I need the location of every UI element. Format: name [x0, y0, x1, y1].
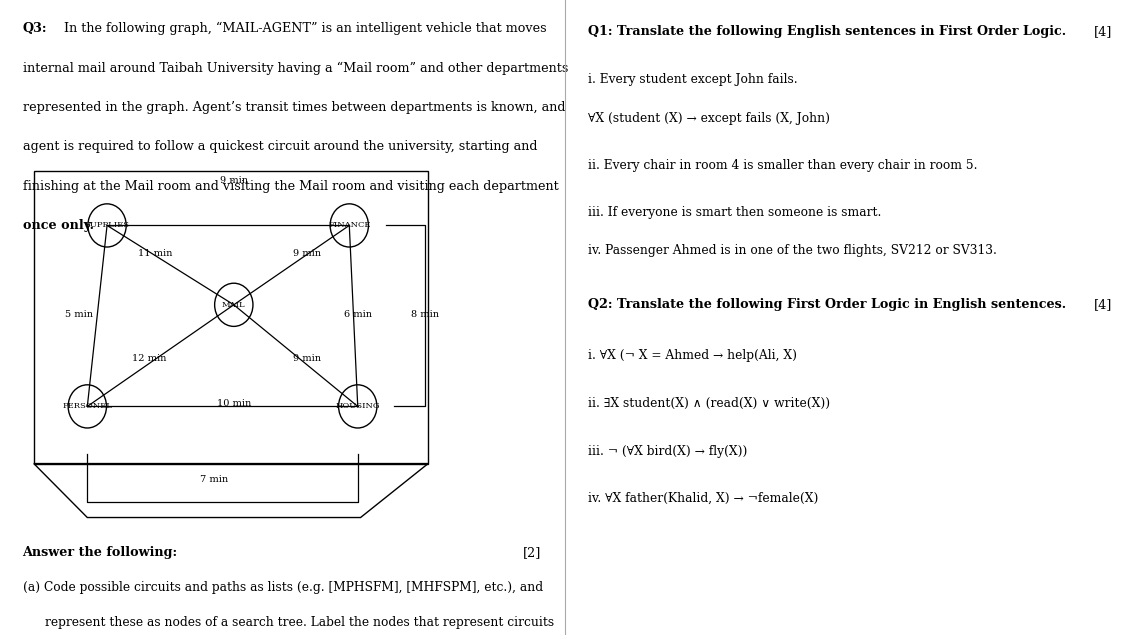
Text: once only.: once only.: [23, 219, 94, 232]
Text: agent is required to follow a quickest circuit around the university, starting a: agent is required to follow a quickest c…: [23, 140, 537, 153]
Text: internal mail around Taibah University having a “Mail room” and other department: internal mail around Taibah University h…: [23, 62, 568, 75]
Text: 9 min: 9 min: [294, 354, 321, 363]
Circle shape: [215, 283, 253, 326]
Text: represent these as nodes of a search tree. Label the nodes that represent circui: represent these as nodes of a search tre…: [45, 616, 554, 629]
Text: Answer the following:: Answer the following:: [23, 546, 177, 559]
Text: ∀X (student (X) → except fails (X, John): ∀X (student (X) → except fails (X, John): [588, 112, 830, 125]
Circle shape: [339, 385, 377, 428]
Text: Q2: Translate the following First Order Logic in English sentences.: Q2: Translate the following First Order …: [588, 298, 1066, 311]
Text: ii. ∃X student(X) ∧ (read(X) ∨ write(X)): ii. ∃X student(X) ∧ (read(X) ∨ write(X)): [588, 397, 830, 410]
Text: SUPPLIES: SUPPLIES: [85, 222, 130, 229]
Text: 10 min: 10 min: [217, 399, 251, 408]
Text: i. Every student except John fails.: i. Every student except John fails.: [588, 73, 798, 86]
Text: iii. If everyone is smart then someone is smart.: iii. If everyone is smart then someone i…: [588, 206, 882, 219]
Text: PERSONEL: PERSONEL: [62, 403, 112, 410]
Text: In the following graph, “MAIL-AGENT” is an intelligent vehicle that moves: In the following graph, “MAIL-AGENT” is …: [60, 22, 546, 36]
Circle shape: [88, 204, 126, 247]
Text: 9 min: 9 min: [294, 250, 321, 258]
Text: finishing at the Mail room and visiting the Mail room and visiting each departme: finishing at the Mail room and visiting …: [23, 180, 558, 192]
Text: [4]: [4]: [1094, 25, 1112, 38]
Circle shape: [68, 385, 106, 428]
Text: FINANCE: FINANCE: [329, 222, 370, 229]
Circle shape: [330, 204, 368, 247]
Text: iv. Passenger Ahmed is in one of the two flights, SV212 or SV313.: iv. Passenger Ahmed is in one of the two…: [588, 244, 997, 257]
Text: Q3:: Q3:: [23, 22, 47, 35]
Text: [4]: [4]: [1094, 298, 1112, 311]
Text: i. ∀X (¬ X = Ahmed → help(Ali, X): i. ∀X (¬ X = Ahmed → help(Ali, X): [588, 349, 797, 362]
Text: 8 min: 8 min: [411, 310, 439, 319]
Text: 11 min: 11 min: [138, 250, 172, 258]
Text: 9 min: 9 min: [220, 177, 247, 185]
Text: iv. ∀X father(Khalid, X) → ¬female(X): iv. ∀X father(Khalid, X) → ¬female(X): [588, 492, 819, 505]
Text: [2]: [2]: [523, 546, 541, 559]
Text: MAIL: MAIL: [222, 301, 246, 309]
Text: 7 min: 7 min: [200, 475, 228, 484]
Text: Q1: Translate the following English sentences in First Order Logic.: Q1: Translate the following English sent…: [588, 25, 1066, 38]
Text: 12 min: 12 min: [132, 354, 166, 363]
Text: HOUSING: HOUSING: [335, 403, 380, 410]
Text: 6 min: 6 min: [343, 310, 371, 319]
Text: ii. Every chair in room 4 is smaller than every chair in room 5.: ii. Every chair in room 4 is smaller tha…: [588, 159, 978, 171]
Text: represented in the graph. Agent’s transit times between departments is known, an: represented in the graph. Agent’s transi…: [23, 101, 564, 114]
Text: iii. ¬ (∀X bird(X) → fly(X)): iii. ¬ (∀X bird(X) → fly(X)): [588, 444, 747, 457]
Text: (a) Code possible circuits and paths as lists (e.g. [MPHSFM], [MHFSPM], etc.), a: (a) Code possible circuits and paths as …: [23, 581, 543, 594]
Text: 5 min: 5 min: [64, 310, 93, 319]
